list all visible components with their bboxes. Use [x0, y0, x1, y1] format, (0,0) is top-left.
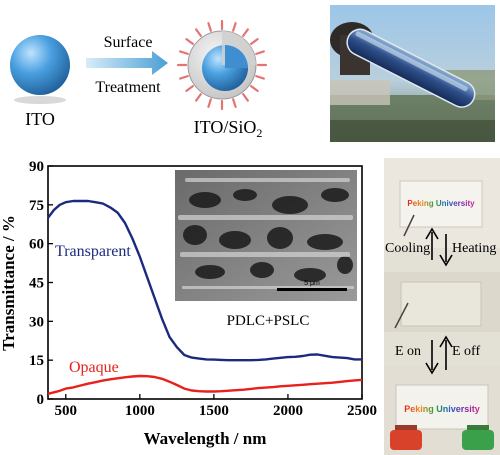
core-cutaway — [225, 45, 248, 68]
ligand-spike — [242, 28, 249, 37]
ligand-spike — [179, 75, 189, 80]
y-tick-label: 90 — [29, 159, 44, 175]
ito-label: ITO — [25, 109, 55, 129]
inset-label: PDLC+PSLC — [227, 313, 310, 329]
ito-sio2-label: ITO/SiO2 — [194, 117, 263, 140]
e-on-label: E on — [395, 344, 421, 359]
ligand-spike — [185, 38, 194, 45]
thermo-electro-photo-panel — [384, 158, 500, 455]
card-text-top: Peking University — [407, 199, 475, 208]
cooling-label: Cooling — [385, 241, 430, 256]
test-tube-photo — [330, 5, 495, 142]
ligand-spike — [179, 50, 189, 55]
ligand-spike — [250, 85, 259, 92]
y-ticks: 0 15 30 45 60 75 90 — [29, 159, 53, 408]
series-line-opaque — [47, 374, 363, 395]
ligand-spike — [185, 85, 194, 92]
surface-treatment-arrow — [86, 51, 168, 75]
y-tick-label: 15 — [29, 353, 44, 369]
y-tick-label: 75 — [29, 198, 44, 214]
x-tick-label: 1000 — [125, 403, 155, 419]
ito-sphere-shadow — [14, 96, 66, 104]
x-tick-label: 500 — [55, 403, 78, 419]
card-text-bottom: Peking University — [404, 404, 480, 414]
series-lines — [47, 199, 363, 395]
heating-arrow — [439, 234, 453, 267]
series-label-transparent: Transparent — [55, 243, 131, 260]
ligand-spike — [207, 98, 212, 108]
treatment-label: Treatment — [95, 79, 161, 96]
scale-bar-label: 5 μm — [304, 280, 320, 287]
ligand-spike — [242, 93, 249, 102]
x-axis-label: Wavelength / nm — [144, 429, 267, 448]
x-tick-label: 2000 — [273, 403, 303, 419]
ligand-spike — [232, 98, 237, 108]
surface-label: Surface — [104, 34, 153, 51]
y-tick-label: 60 — [29, 237, 44, 253]
ligand-spike — [207, 22, 212, 32]
x-ticks: 500 1000 1500 2000 2500 — [55, 394, 377, 419]
heating-label: Heating — [452, 241, 496, 256]
ligand-spike — [232, 22, 237, 32]
ligand-spike — [195, 93, 202, 102]
sem-inset — [175, 170, 357, 301]
e-on-arrow — [425, 340, 439, 375]
ito-sio2-particle — [176, 19, 268, 111]
e-off-label: E off — [452, 344, 480, 359]
ligand-spike — [255, 75, 265, 80]
ligand-spike — [255, 50, 265, 55]
x-tick-label: 1500 — [199, 403, 229, 419]
y-tick-label: 30 — [29, 314, 44, 330]
cooling-arrow — [425, 227, 439, 260]
ligand-spike — [195, 28, 202, 37]
ligand-spike — [250, 38, 259, 45]
y-tick-label: 45 — [29, 276, 44, 292]
series-line-transparent — [47, 199, 362, 362]
series-label-opaque: Opaque — [69, 359, 119, 376]
ito-sphere — [10, 35, 70, 95]
x-tick-label: 2500 — [347, 403, 377, 419]
e-off-arrow — [439, 335, 453, 370]
transmittance-chart: 500 1000 1500 2000 2500 0 15 30 45 60 75 90 — [0, 159, 377, 448]
y-tick-label: 0 — [37, 392, 45, 408]
y-axis-label: Transmittance / % — [0, 215, 18, 351]
